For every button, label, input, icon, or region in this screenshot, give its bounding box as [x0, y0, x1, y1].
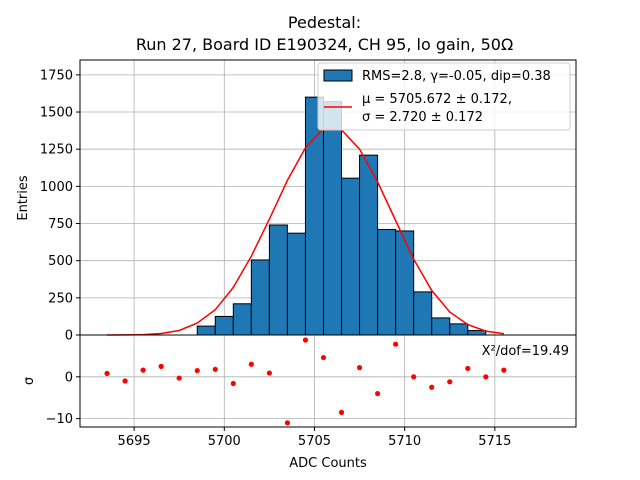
bottom-panel-frame: [79, 334, 577, 428]
top-panel-y-label: Entries: [16, 175, 31, 221]
chart-title-line-1: Pedestal:: [288, 13, 361, 32]
histogram-bar: [286, 232, 306, 336]
residual-point: [230, 380, 236, 387]
histogram-bar: [377, 228, 397, 336]
histogram-bar: [395, 230, 415, 336]
legend-patch-histogram: [323, 69, 353, 82]
bottom-panel-y-ticks: −10 0: [46, 370, 80, 427]
top-y-tick-label: 1000: [40, 180, 73, 195]
top-y-tick-label: 250: [48, 291, 73, 306]
residual-point: [158, 363, 164, 369]
x-tick-label: 5700: [208, 434, 241, 449]
residual-point: [212, 366, 218, 372]
x-axis-label: ADC Counts: [289, 456, 367, 471]
bottom-y-tick-label: 0: [65, 370, 73, 385]
residual-point: [338, 409, 345, 415]
legend: RMS=2.8, γ=-0.05, dip=0.38 μ = 5705.672 …: [317, 62, 571, 131]
top-y-tick-label: 1250: [40, 143, 73, 158]
bottom-y-tick-label: −10: [46, 412, 73, 427]
residual-point: [176, 375, 182, 381]
residual-point: [320, 354, 327, 361]
histogram-bar: [467, 330, 487, 336]
residual-point: [104, 370, 110, 377]
histogram-bars: [196, 96, 487, 336]
histogram-bar: [431, 317, 451, 336]
residual-point: [356, 365, 363, 371]
histogram-bar: [304, 96, 324, 336]
histogram-bar: [196, 325, 216, 336]
histogram-bar: [250, 259, 270, 336]
top-y-tick-label: 0: [65, 329, 73, 344]
fit-curve: [107, 127, 505, 336]
legend-label-fit-sigma: σ = 2.720 ± 0.172: [362, 110, 483, 125]
x-tick-label: 5705: [298, 434, 331, 449]
residual-point: [122, 378, 128, 384]
residual-point: [140, 367, 146, 373]
bottom-panel-y-label: σ: [22, 377, 37, 385]
histogram-bar: [413, 291, 433, 336]
residual-point: [194, 367, 200, 374]
residual-point: [248, 361, 254, 367]
residual-point: [284, 420, 291, 426]
x-axis-ticks: 5695 5700 5705 5710 5715: [118, 427, 511, 449]
residual-point: [302, 337, 309, 343]
bottom-panel-grid: [80, 335, 576, 427]
chi2-annotation: X²/dof=19.49: [482, 344, 569, 359]
histogram-bar: [359, 154, 379, 336]
histogram-bar: [268, 224, 288, 336]
residual-point: [393, 341, 399, 347]
x-tick-label: 5695: [118, 434, 151, 449]
residual-point: [375, 390, 381, 397]
residual-point: [465, 365, 471, 372]
legend-box: [317, 62, 571, 131]
histogram-bar: [449, 323, 469, 336]
histogram-bar: [322, 101, 343, 336]
chart-title-line-2: Run 27, Board ID E190324, CH 95, lo gain…: [136, 35, 513, 54]
residual-point: [429, 384, 435, 390]
residual-points: [104, 337, 507, 426]
residual-point: [411, 374, 417, 380]
top-y-tick-label: 750: [48, 217, 73, 232]
residual-point: [501, 367, 507, 373]
top-y-tick-label: 500: [48, 254, 73, 269]
top-y-tick-label: 1750: [40, 68, 73, 83]
x-tick-label: 5715: [478, 434, 511, 449]
top-y-tick-label: 1500: [40, 106, 73, 121]
histogram-bar: [214, 315, 234, 336]
residual-point: [483, 374, 489, 380]
top-panel-y-ticks: 0 250 500 750 1000 1250 1500 1750: [40, 68, 80, 344]
chart-title: Pedestal: Run 27, Board ID E190324, CH 9…: [136, 13, 513, 54]
residual-point: [447, 379, 453, 385]
legend-label-histogram: RMS=2.8, γ=-0.05, dip=0.38: [362, 69, 551, 84]
histogram-bar: [232, 303, 252, 336]
histogram-bar: [341, 177, 361, 336]
residual-point: [266, 370, 272, 376]
legend-label-fit-mu: μ = 5705.672 ± 0.172,: [362, 92, 512, 107]
x-tick-label: 5710: [388, 434, 421, 449]
